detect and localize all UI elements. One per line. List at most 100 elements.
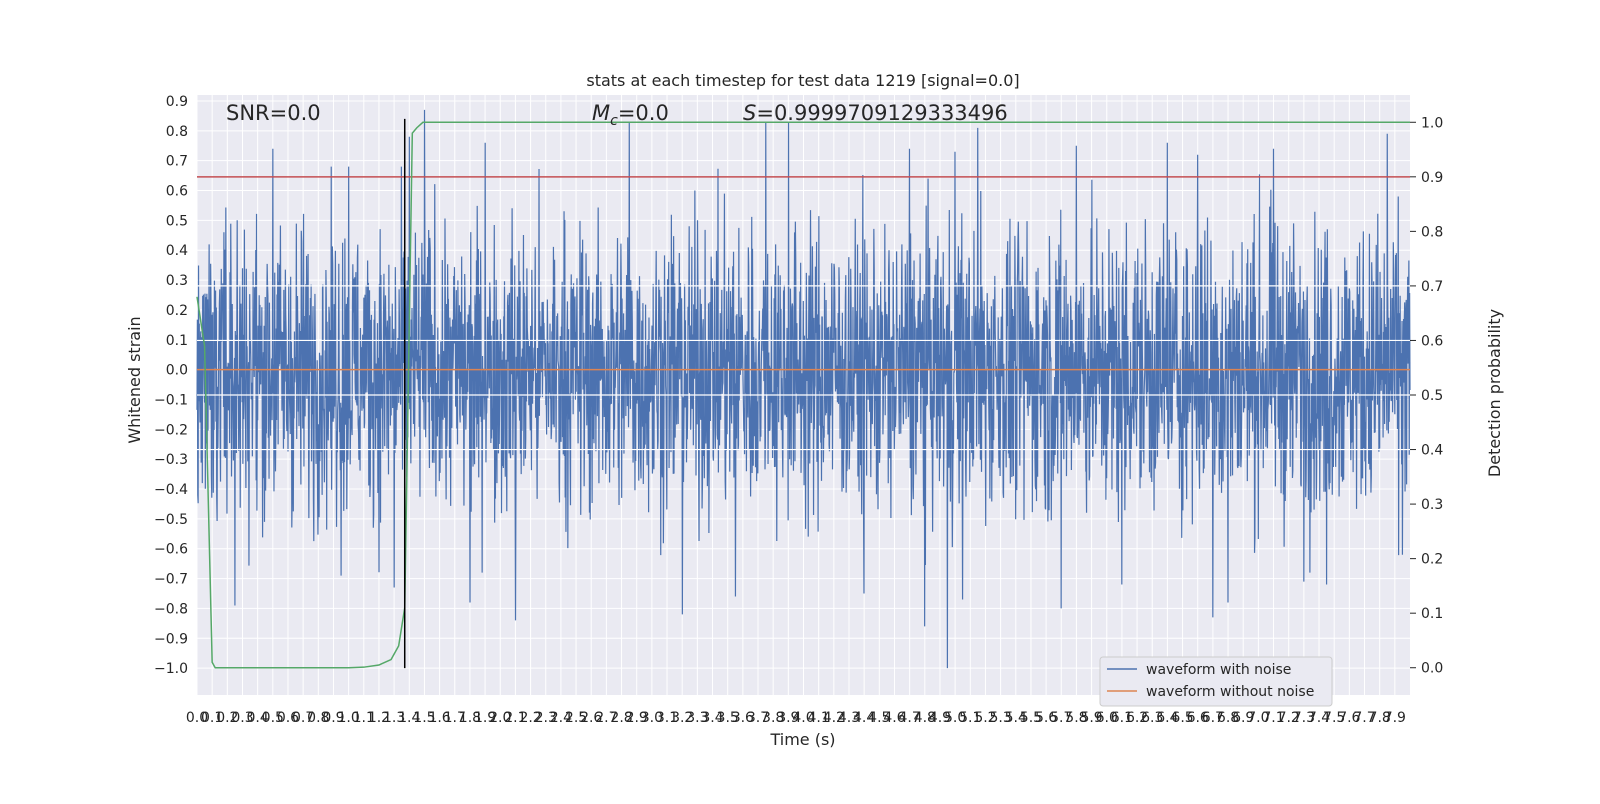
waveform-with-noise-line [196,109,1411,669]
left-y-tick-label: −0.4 [154,482,188,498]
x-tick-label: 6.3 [1141,710,1163,726]
series-detection-probability [196,121,1410,669]
right-y-tick-label: 0.9 [1421,170,1443,186]
x-tick-label: 1.4 [398,710,420,726]
right-y-tick-label: 0.2 [1421,552,1443,568]
x-tick-label: 5.8 [1065,710,1087,726]
right-y-tick-label: 0.1 [1421,606,1443,622]
left-y-tick-label: −0.2 [154,422,188,438]
right-y-tick-label: 0.8 [1421,224,1443,240]
x-tick-label: 7.5 [1323,710,1345,726]
x-tick-label: 2.6 [580,710,602,726]
x-tick-label: 4.9 [929,710,951,726]
left-y-tick-label: −0.3 [154,452,188,468]
x-tick-label: 7.3 [1293,710,1315,726]
x-tick-label: 5.3 [989,710,1011,726]
x-tick-label: 6.4 [1156,710,1178,726]
x-tick-label: 7.9 [1384,710,1406,726]
x-tick-label: 0.8 [307,710,329,726]
x-tick-label: 5.5 [1020,710,1042,726]
left-y-tick-label: 0.5 [166,213,188,229]
x-tick-label: 4.3 [838,710,860,726]
right-y-tick-label: 0.3 [1421,497,1443,513]
x-tick-label: 0.7 [292,710,314,726]
statistic-symbol: S [743,101,756,125]
x-tick-label: 2.1 [504,710,526,726]
x-tick-label: 3.7 [747,710,769,726]
chart-title: stats at each timestep for test data 121… [586,71,1019,90]
x-tick-label: 7.4 [1308,710,1330,726]
legend: waveform with noise waveform without noi… [1099,656,1333,707]
x-tick-label: 3.9 [777,710,799,726]
x-tick-label: 1.1 [353,710,375,726]
x-tick-label: 0.5 [262,710,284,726]
left-y-tick-label: 0.4 [166,243,188,259]
x-tick-label: 4.8 [914,710,936,726]
x-tick-label: 0.6 [277,710,299,726]
x-tick-label: 6.0 [1096,710,1118,726]
right-y-tick-label: 0.4 [1421,443,1443,459]
x-tick-label: 3.1 [656,710,678,726]
left-y-tick-label: 0.3 [166,273,188,289]
left-y-tick-label: −0.7 [154,572,188,588]
legend-label-clean: waveform without noise [1146,684,1314,700]
x-tick-label: 4.5 [868,710,890,726]
x-tick-label: 3.3 [686,710,708,726]
x-tick-label: 6.7 [1202,710,1224,726]
x-tick-label: 2.0 [489,710,511,726]
x-tick-label: 4.4 [853,710,875,726]
left-y-tick-label: 0.2 [166,303,188,319]
right-y-tick-label: 0.6 [1421,333,1443,349]
x-tick-label: 6.1 [1111,710,1133,726]
left-y-axis-label: Whitened strain [125,316,144,443]
x-tick-label: 1.5 [413,710,435,726]
left-y-tick-label: −0.6 [154,542,188,558]
x-tick-label: 0.0 [186,710,208,726]
x-tick-label: 6.9 [1232,710,1254,726]
x-tick-label: 4.7 [899,710,921,726]
x-tick-label: 1.6 [428,710,450,726]
legend-box [1099,656,1333,707]
right-y-axis-label: Detection probability [1485,309,1504,477]
x-tick-label: 3.6 [732,710,754,726]
x-tick-label: 2.7 [595,710,617,726]
x-tick-label: 6.5 [1171,710,1193,726]
x-tick-label: 2.4 [550,710,572,726]
x-tick-label: 2.2 [519,710,541,726]
x-tick-label: 2.3 [535,710,557,726]
x-tick-label: 1.7 [444,710,466,726]
x-tick-label: 3.0 [641,710,663,726]
x-tick-label: 3.2 [671,710,693,726]
x-tick-label: 2.8 [610,710,632,726]
x-tick-label: 5.1 [959,710,981,726]
left-y-tick-label: 0.9 [166,94,188,110]
x-tick-label: 1.8 [459,710,481,726]
left-y-tick-label: −0.8 [154,601,188,617]
chirp-mass-annotation: Mc=0.0 [592,101,669,129]
left-y-tick-label: 0.1 [166,333,188,349]
snr-annotation: SNR=0.0 [226,101,321,125]
right-y-tick-label: 0.0 [1421,661,1443,677]
x-tick-label: 7.2 [1278,710,1300,726]
x-tick-label: 4.6 [883,710,905,726]
right-y-tick-label: 0.7 [1421,279,1443,295]
x-tick-label: 0.4 [247,710,269,726]
x-tick-label: 3.4 [701,710,723,726]
left-y-tick-label: 0.0 [166,363,188,379]
legend-label-noise: waveform with noise [1146,662,1291,678]
right-y-tick-label: 0.5 [1421,388,1443,404]
x-tick-label: 2.9 [626,710,648,726]
x-tick-label: 3.5 [717,710,739,726]
x-tick-label: 4.0 [792,710,814,726]
x-tick-labels: 0.00.10.20.30.40.50.60.70.80.91.01.11.21… [186,710,1406,726]
x-tick-label: 7.7 [1353,710,1375,726]
left-y-tick-label: 0.7 [166,154,188,170]
x-tick-label: 7.6 [1338,710,1360,726]
x-tick-label: 6.2 [1126,710,1148,726]
x-tick-label: 5.7 [1050,710,1072,726]
x-tick-label: 7.0 [1247,710,1269,726]
chirp-mass-value: =0.0 [618,101,669,125]
left-y-tick-label: 0.8 [166,124,188,140]
